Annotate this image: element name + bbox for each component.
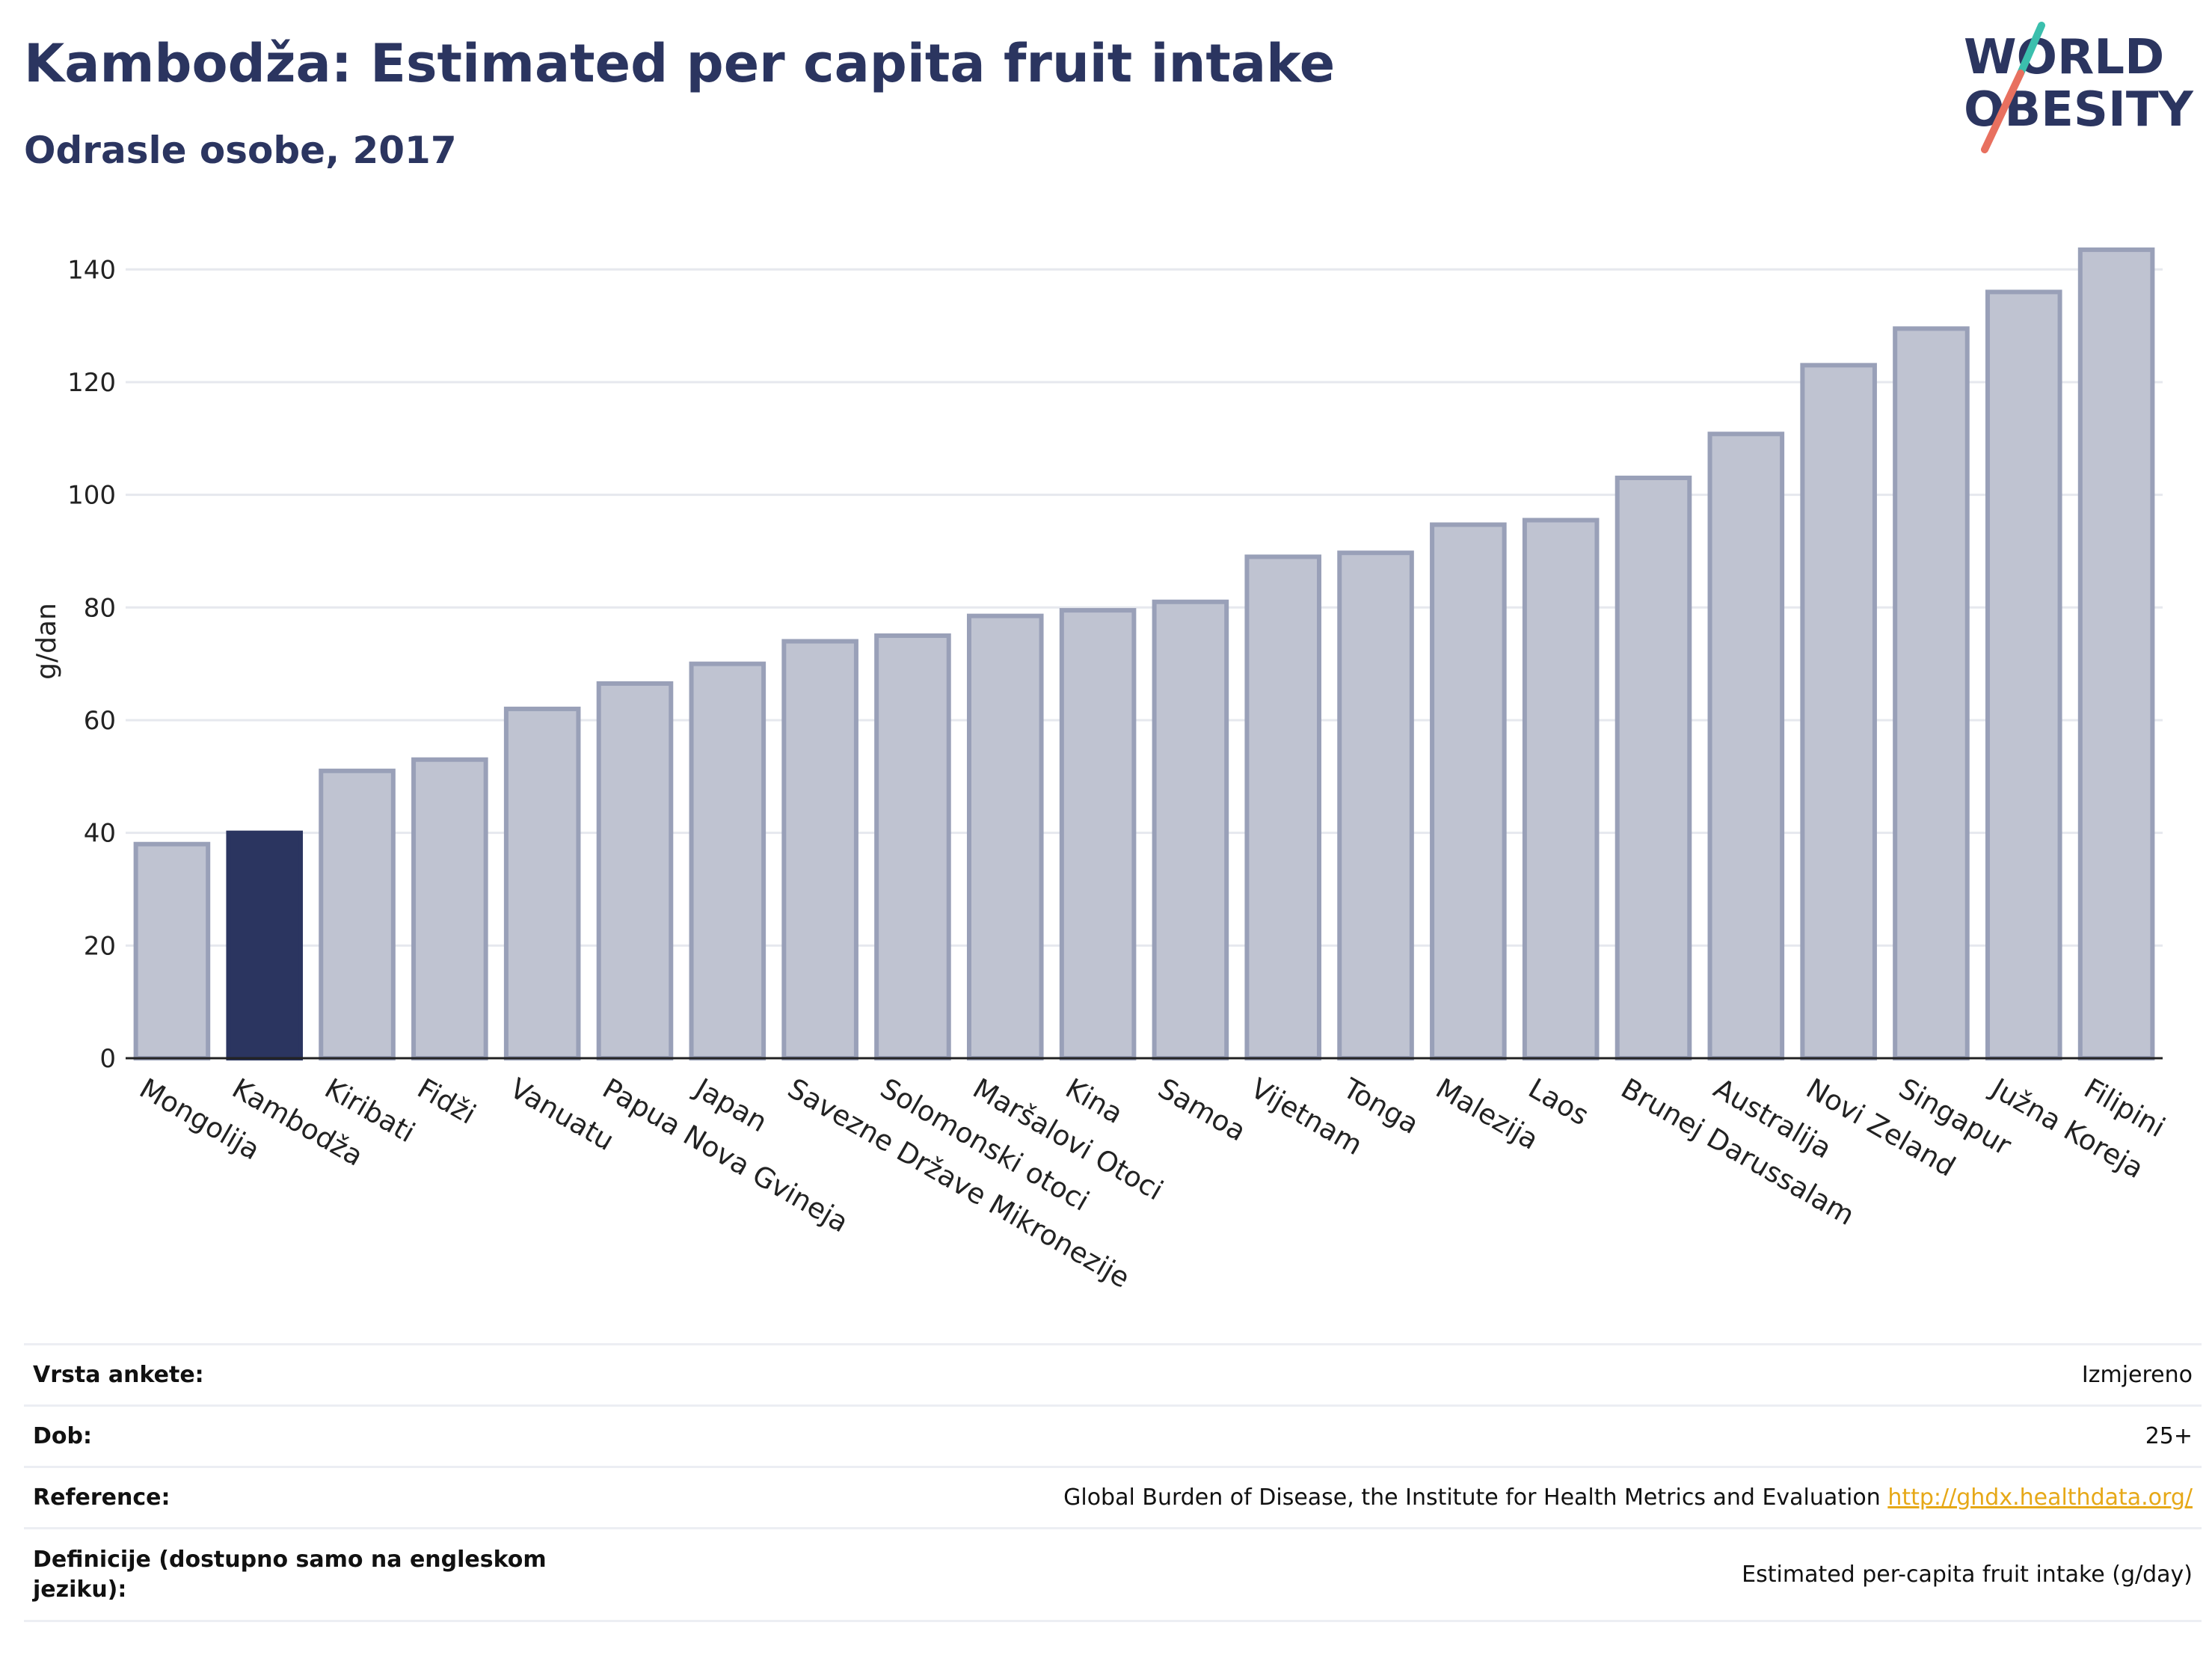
- logo-coral-stroke: [1981, 70, 2024, 153]
- reference-link[interactable]: http://ghdx.healthdata.org/: [1887, 1484, 2193, 1511]
- reference-label: Reference:: [24, 1466, 580, 1529]
- age-value: 25+: [580, 1404, 2202, 1468]
- bar-5: [596, 681, 674, 1060]
- x-tick-label: Samoa: [1152, 1072, 1251, 1148]
- y-tick-label: 80: [84, 593, 116, 623]
- survey-type-value: Izmjereno: [580, 1343, 2202, 1407]
- definition-label: Definicije (dostupno samo na engleskom j…: [24, 1527, 580, 1622]
- page-title: Kambodža: Estimated per capita fruit int…: [24, 33, 1336, 94]
- bar-21: [2077, 247, 2155, 1061]
- reference-text: Global Burden of Disease, the Institute …: [1063, 1484, 1881, 1511]
- definition-value: Estimated per-capita fruit intake (g/day…: [580, 1527, 2202, 1622]
- world-obesity-logo: WORLD OBESITY: [1964, 22, 2193, 153]
- info-row-definition: Definicije (dostupno samo na engleskom j…: [24, 1527, 2202, 1622]
- bar-9: [966, 613, 1044, 1060]
- survey-type-label: Vrsta ankete:: [24, 1343, 580, 1407]
- bar-3: [411, 757, 488, 1060]
- y-axis-label: g/dan: [31, 603, 62, 680]
- x-tick-label: Vanuatu: [505, 1072, 620, 1158]
- info-row-survey: Vrsta ankete: Izmjereno: [24, 1343, 2202, 1407]
- bar-14: [1430, 522, 1507, 1060]
- bar-17: [1707, 432, 1785, 1060]
- y-tick-labels: 0 20 40 60 80 100 120 140: [67, 255, 116, 1074]
- bar-7: [781, 639, 858, 1060]
- bar-8: [874, 633, 951, 1060]
- x-tick-label: Južna Koreja: [1985, 1072, 2149, 1185]
- reference-value: Global Burden of Disease, the Institute …: [580, 1466, 2202, 1529]
- bar-13: [1337, 550, 1414, 1060]
- y-tick-label: 140: [67, 255, 116, 285]
- bar-19: [1893, 326, 1970, 1060]
- bar-4: [503, 706, 581, 1060]
- logo-teal-stroke: [2017, 22, 2045, 77]
- y-tick-label: 20: [84, 931, 116, 961]
- bar-10: [1059, 608, 1137, 1060]
- x-tick-label: Malezija: [1431, 1072, 1544, 1156]
- x-tick-label: Fidži: [412, 1072, 482, 1131]
- info-row-age: Dob: 25+: [24, 1404, 2202, 1468]
- bar-16: [1615, 476, 1692, 1060]
- bar-15: [1522, 518, 1600, 1060]
- bar-18: [1800, 363, 1877, 1060]
- bar-0: [133, 841, 211, 1060]
- y-tick-label: 40: [84, 819, 116, 849]
- bar-6: [689, 661, 766, 1060]
- bar-12: [1244, 554, 1322, 1060]
- bar-20: [1985, 289, 2062, 1060]
- y-tick-label: 120: [67, 368, 116, 398]
- y-tick-label: 100: [67, 481, 116, 511]
- bar-1: [226, 830, 304, 1061]
- y-tick-label: 0: [99, 1044, 116, 1074]
- chart-bars: [133, 247, 2155, 1061]
- page-subtitle: Odrasle osobe, 2017: [24, 129, 457, 172]
- info-table: Vrsta ankete: Izmjereno Dob: 25+ Referen…: [24, 1343, 2202, 1622]
- bar-2: [319, 768, 396, 1060]
- age-label: Dob:: [24, 1404, 580, 1468]
- info-row-reference: Reference: Global Burden of Disease, the…: [24, 1466, 2202, 1529]
- logo-line-1: WORLD: [1964, 30, 2164, 85]
- y-tick-label: 60: [84, 706, 116, 736]
- bar-11: [1152, 599, 1229, 1060]
